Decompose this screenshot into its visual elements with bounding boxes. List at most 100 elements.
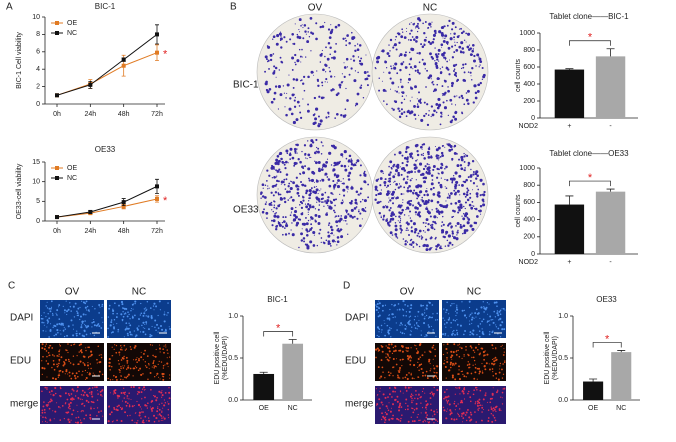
column-label: NC <box>132 287 146 298</box>
y-tick-label: 2 <box>36 83 40 90</box>
cells <box>375 386 439 424</box>
cells <box>40 300 104 338</box>
y-tick-label: 800 <box>523 47 535 54</box>
column-label: NC <box>423 3 437 14</box>
error-bar <box>565 68 574 70</box>
column-label: OV <box>400 287 415 298</box>
point <box>55 93 59 98</box>
y-axis-label: (%EDU/DAPI) <box>552 336 559 380</box>
x-tick-label: NC <box>616 405 626 412</box>
micrograph <box>40 386 104 424</box>
y-tick-label: 0 <box>531 251 535 258</box>
series-line <box>56 185 158 218</box>
bracket <box>569 40 611 46</box>
x-tick-label: 72h <box>151 111 163 118</box>
colonies <box>260 138 370 250</box>
micrograph <box>40 343 104 381</box>
chart-title: OE33 <box>596 295 617 304</box>
panel-letter: B <box>230 2 237 13</box>
error-bar <box>565 195 574 205</box>
point <box>88 209 93 214</box>
row-label: BIC-1 <box>233 80 259 91</box>
y-tick-label: 200 <box>523 234 535 241</box>
error-bar <box>259 371 268 374</box>
colonies <box>374 143 486 252</box>
cells <box>40 386 104 424</box>
chart-title: Tablet clone——OE33 <box>549 149 629 158</box>
bracket <box>592 342 622 348</box>
y-tick-label: 10 <box>32 179 40 186</box>
point <box>88 82 93 87</box>
point <box>121 200 126 205</box>
series-line <box>56 198 158 218</box>
annotation: * <box>588 32 593 44</box>
bar <box>253 373 275 400</box>
bracket <box>569 180 611 187</box>
point <box>55 215 59 220</box>
cells <box>107 385 171 424</box>
chart-title: OE33 <box>95 145 116 154</box>
y-axis-label: cell counts <box>515 58 522 92</box>
panel-letter: D <box>343 281 350 292</box>
x-tick-label: 0h <box>53 111 61 118</box>
series-line <box>56 52 158 96</box>
y-axis-label: cell counts <box>515 194 522 228</box>
bar <box>595 56 626 118</box>
y-tick-label: 1000 <box>519 165 535 172</box>
panel-letter: A <box>6 2 13 13</box>
cells <box>442 386 506 423</box>
row-label: OE33 <box>233 205 259 216</box>
cells <box>442 300 506 338</box>
y-axis-label: (%EDU/DAPI) <box>222 336 229 380</box>
legend-marker <box>55 166 59 170</box>
y-tick-label: 200 <box>523 98 535 105</box>
bar <box>611 352 632 400</box>
y-tick-label: 6 <box>36 49 40 56</box>
y-tick-label: 0 <box>36 218 40 225</box>
x-tick-label: + <box>567 123 571 130</box>
error-bar <box>606 48 615 57</box>
y-tick-label: 0.0 <box>558 397 568 404</box>
cells <box>107 300 171 338</box>
legend-label: NC <box>67 175 77 182</box>
annotation: * <box>163 49 168 61</box>
x-tick-label: 48h <box>118 228 130 235</box>
panel-letter: C <box>8 281 15 292</box>
y-tick-label: 8 <box>36 31 40 38</box>
cells <box>442 343 506 381</box>
plate <box>371 136 489 254</box>
x-tick-label: NC <box>288 405 298 412</box>
point <box>155 32 159 37</box>
cells <box>375 342 439 381</box>
y-tick-label: 1000 <box>519 30 535 37</box>
y-tick-label: 15 <box>32 159 40 166</box>
series-line <box>56 34 158 96</box>
y-tick-label: 5 <box>36 198 40 205</box>
point <box>155 196 159 201</box>
error-bar <box>589 378 598 382</box>
row-label: EDU <box>345 356 366 367</box>
point <box>155 50 159 55</box>
row-label: merge <box>345 399 374 410</box>
annotation: * <box>588 172 593 184</box>
y-tick-label: 800 <box>523 182 535 189</box>
column-label: NC <box>467 287 481 298</box>
x-tick-label: OE <box>259 405 269 412</box>
legend-label: OE <box>67 165 77 172</box>
y-tick-label: 1.0 <box>558 313 568 320</box>
legend-label: OE <box>67 20 77 27</box>
row-label: DAPI <box>345 313 368 324</box>
error-bar <box>606 188 615 192</box>
annotation: * <box>163 195 168 207</box>
point <box>121 57 126 62</box>
y-tick-label: 0.5 <box>558 355 568 362</box>
x-tick-label: OE <box>588 405 598 412</box>
bracket <box>263 331 294 337</box>
y-tick-label: 0.0 <box>228 397 238 404</box>
bar <box>282 343 304 400</box>
annotation: * <box>605 333 610 345</box>
y-axis-label: OE33-cell viability <box>16 163 23 219</box>
cells <box>107 344 171 381</box>
y-tick-label: 0 <box>36 101 40 108</box>
